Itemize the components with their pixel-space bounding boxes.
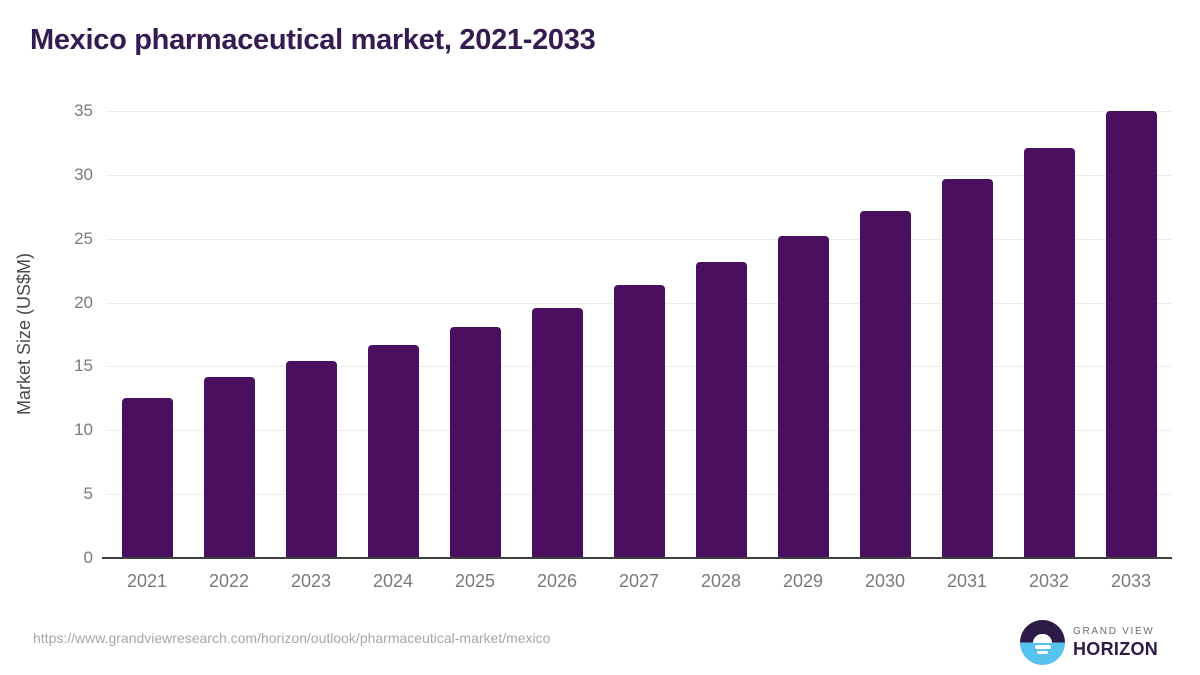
x-tick-label-2023: 2023	[290, 571, 332, 591]
bar-2025	[449, 326, 501, 558]
x-tick-label-2032: 2032	[1028, 571, 1070, 591]
y-tick-label-5: 5	[83, 484, 93, 504]
water-reflection-line-icon	[1034, 645, 1051, 649]
bar-slot-2022	[188, 111, 270, 558]
plot-area	[102, 111, 1172, 559]
x-tick-label-2027: 2027	[618, 571, 660, 591]
y-tick-label-0: 0	[83, 548, 93, 567]
bar-2022	[203, 376, 255, 558]
bar-2032	[1023, 148, 1075, 558]
y-tick-label-25: 25	[74, 228, 93, 248]
gridline-30	[106, 174, 1172, 176]
x-tick-label-2024: 2024	[372, 571, 414, 591]
logo-text: GRAND VIEW HORIZON	[1073, 626, 1158, 660]
gridline-25	[106, 238, 1172, 240]
x-tick-label-2028: 2028	[700, 571, 742, 591]
horizon-sun-over-water-icon	[1020, 620, 1065, 665]
y-tick-label-20: 20	[74, 292, 93, 312]
bar-2026	[531, 307, 583, 558]
x-axis-line	[102, 557, 1172, 559]
bar-2021	[121, 398, 173, 558]
source-url: https://www.grandviewresearch.com/horizo…	[33, 630, 551, 646]
bar-slot-2025	[434, 111, 516, 558]
logo-grand-view-label: GRAND VIEW	[1073, 625, 1155, 637]
bar-slot-2031	[926, 111, 1008, 558]
x-tick-label-2025: 2025	[454, 571, 496, 591]
bar-slot-2028	[680, 111, 762, 558]
x-tick-label-2033: 2033	[1110, 571, 1152, 591]
grand-view-horizon-logo: GRAND VIEW HORIZON	[1020, 620, 1158, 665]
bar-2024	[367, 344, 419, 558]
y-tick-label-30: 30	[74, 164, 93, 184]
y-tick-label-35: 35	[74, 101, 93, 120]
bar-slot-2026	[516, 111, 598, 558]
bar-2028	[695, 261, 747, 558]
bar-slot-2030	[844, 111, 926, 558]
x-tick-label-2030: 2030	[864, 571, 906, 591]
y-tick-label-10: 10	[74, 420, 93, 440]
bar-2023	[285, 361, 337, 558]
chart-title: Mexico pharmaceutical market, 2021-2033	[30, 24, 596, 56]
x-tick-label-2029: 2029	[782, 571, 824, 591]
bar-2033	[1105, 111, 1157, 558]
bar-slot-2027	[598, 111, 680, 558]
gridline-35	[106, 111, 1172, 112]
bar-slot-2021	[106, 111, 188, 558]
bar-2029	[777, 236, 829, 558]
bar-2031	[941, 178, 993, 558]
bar-slot-2033	[1090, 111, 1172, 558]
bar-2030	[859, 210, 911, 558]
x-tick-label-2021: 2021	[126, 571, 168, 591]
bar-slot-2029	[762, 111, 844, 558]
water-reflection-line-icon	[1037, 651, 1048, 654]
bar-slot-2032	[1008, 111, 1090, 558]
bar-series	[106, 111, 1172, 558]
x-tick-label-2022: 2022	[208, 571, 250, 591]
bar-2027	[613, 284, 665, 558]
x-tick-label-2031: 2031	[946, 571, 988, 591]
sun-icon	[1033, 633, 1052, 643]
bar-slot-2023	[270, 111, 352, 558]
x-axis-tick-labels: 2021 2022 2023 2024 2025 2026 2027 2028 2029 2030…	[106, 571, 1172, 592]
logo-horizon-label: HORIZON	[1073, 638, 1159, 659]
y-tick-label-15: 15	[74, 356, 93, 376]
bar-slot-2024	[352, 111, 434, 558]
y-axis-tick-labels: 0 5 10 15 20 25 30 35	[0, 102, 93, 567]
x-tick-label-2026: 2026	[536, 571, 578, 591]
